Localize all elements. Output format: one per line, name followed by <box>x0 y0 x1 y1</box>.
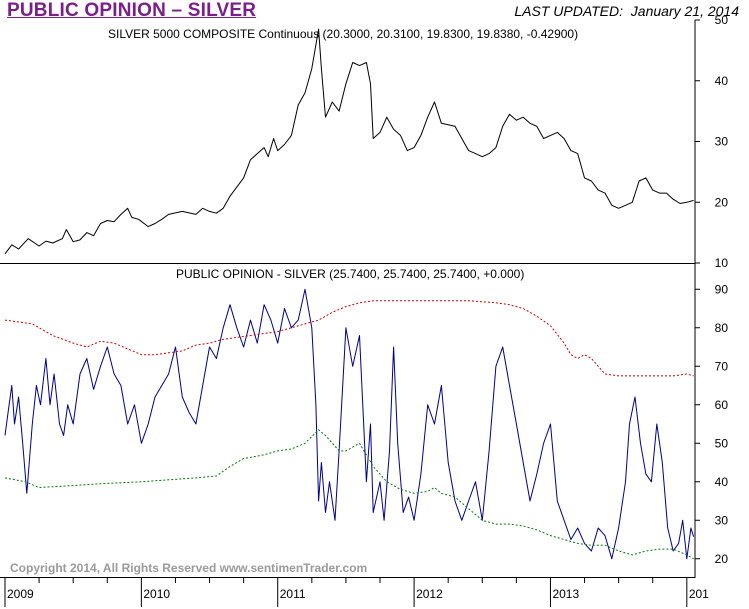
y-tick-label: 20 <box>715 195 729 209</box>
y-tick-label: 50 <box>715 13 729 27</box>
public-opinion-line <box>4 288 695 560</box>
last-updated-date: January 21, 2014 <box>630 3 739 19</box>
y-tick-label: 40 <box>715 74 729 88</box>
opinion-panel-title: PUBLIC OPINION - SILVER (25.7400, 25.740… <box>176 267 525 281</box>
x-tick-label: 2013 <box>552 587 579 601</box>
copyright-notice: Copyright 2014, All Rights Reserved www.… <box>10 561 368 575</box>
page-title: PUBLIC OPINION – SILVER <box>7 0 257 21</box>
last-updated: LAST UPDATED: January 21, 2014 <box>514 3 739 19</box>
silver-price-line <box>4 28 694 255</box>
y-tick-label: 70 <box>715 359 729 373</box>
lower-band-line <box>4 429 694 560</box>
y-tick-label: 30 <box>715 513 729 527</box>
x-tick-label: 201 <box>689 587 709 601</box>
price-panel-title: SILVER 5000 COMPOSITE Continuous (20.300… <box>108 27 579 41</box>
x-tick-label: 2012 <box>416 587 443 601</box>
x-tick-label: 2011 <box>280 587 306 601</box>
y-tick-label: 50 <box>715 436 729 450</box>
x-tick-label: 2009 <box>7 587 34 601</box>
last-updated-label: LAST UPDATED: <box>514 3 624 19</box>
y-tick-label: 40 <box>715 475 729 489</box>
y-tick-label: 90 <box>715 282 729 296</box>
x-tick-label: 2010 <box>143 587 170 601</box>
opinion-panel: 20 30 40 50 60 70 80 90 <box>4 282 729 566</box>
y-tick-label: 80 <box>715 321 729 335</box>
y-tick-label: 20 <box>715 552 729 566</box>
x-axis: 2009 2010 2011 2012 2013 201 <box>4 578 709 607</box>
upper-band-line <box>4 300 694 377</box>
y-tick-label: 60 <box>715 398 729 412</box>
chart-frame <box>0 20 696 578</box>
y-tick-label: 30 <box>715 135 729 149</box>
price-panel: 10 20 30 40 50 <box>4 13 729 270</box>
y-tick-label: 10 <box>715 256 729 270</box>
